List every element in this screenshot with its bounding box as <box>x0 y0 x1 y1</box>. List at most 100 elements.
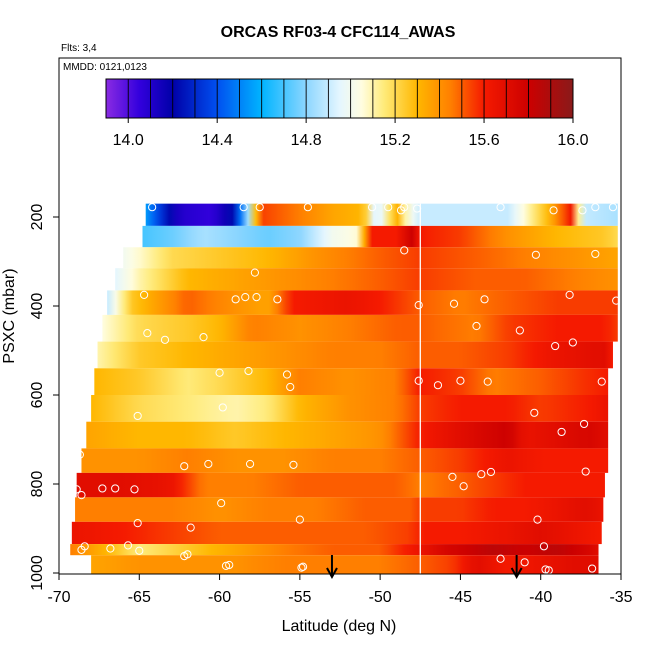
sample-point <box>480 295 489 304</box>
sample-point <box>297 563 306 572</box>
colorbar-tick-label: 14.8 <box>291 132 322 149</box>
sample-point <box>568 338 577 347</box>
colorbar-tick-label: 15.2 <box>380 132 411 149</box>
sample-point <box>133 411 142 421</box>
x-tick-label: -40 <box>529 589 552 606</box>
heatmap-layer <box>102 314 618 342</box>
sample-point <box>414 376 423 385</box>
colorbar-tick-label: 14.0 <box>113 132 144 149</box>
sample-point <box>531 250 540 259</box>
sample-point <box>252 293 261 302</box>
sample-point <box>551 341 560 351</box>
sample-point <box>282 370 292 379</box>
sample-point <box>303 203 312 212</box>
x-tick-label: -60 <box>208 589 231 606</box>
sample-point <box>581 467 590 476</box>
down-arrow-icon <box>326 555 338 580</box>
sample-point <box>123 541 133 550</box>
sample-point <box>612 296 621 305</box>
sample-point <box>530 408 539 417</box>
sample-point <box>244 366 253 376</box>
sample-point <box>72 485 81 494</box>
heatmap-layer <box>81 448 609 473</box>
sample-point <box>250 268 259 277</box>
y-axis-label: PSXC (mbar) <box>1 268 18 363</box>
chart-title: ORCAS RF03-4 CFC114_AWAS <box>221 24 456 41</box>
sample-point <box>449 299 459 308</box>
x-tick-label: -70 <box>47 589 70 606</box>
sample-point <box>515 326 524 335</box>
sample-point <box>135 546 144 555</box>
y-tick-label: 800 <box>29 471 46 498</box>
heatmap-layer <box>91 395 609 422</box>
sample-point <box>483 377 492 386</box>
colorbar-ticks: 14.0 14.4 14.8 15.2 15.6 16.0 <box>113 118 589 149</box>
sample-point <box>160 335 170 344</box>
down-arrow-icon <box>510 555 523 580</box>
sample-point <box>75 450 84 459</box>
heatmap-layer <box>76 472 605 498</box>
sample-point <box>241 293 250 302</box>
sample-point <box>217 499 226 508</box>
sample-point <box>225 560 234 570</box>
sample-point <box>199 333 208 342</box>
sample-point <box>591 203 600 212</box>
sample-point <box>148 203 157 212</box>
heatmap-layer <box>91 555 599 574</box>
sample-point <box>578 206 587 215</box>
sample-point <box>204 459 213 469</box>
sample-point <box>412 204 422 213</box>
colorbar-tick-label: 15.6 <box>468 132 499 149</box>
heatmap-layer <box>123 247 618 269</box>
colorbar-tick-label: 14.4 <box>202 132 233 149</box>
y-tick-label: 200 <box>29 204 46 231</box>
heatmap-layer <box>86 421 609 449</box>
heatmap-layer <box>115 268 618 291</box>
sample-point <box>255 203 264 212</box>
x-tick-label: -45 <box>449 589 472 606</box>
arrow-markers <box>326 555 523 580</box>
sample-point <box>143 329 152 338</box>
dates-annotation: MMDD: 0121,0123 <box>63 62 147 73</box>
sample-point <box>486 467 496 477</box>
sample-point <box>384 203 393 212</box>
sample-point <box>496 203 505 212</box>
x-tick-label: -65 <box>128 589 151 606</box>
heatmap-layer <box>75 497 604 522</box>
sample-point <box>400 203 409 212</box>
y-tick-label: 400 <box>29 293 46 320</box>
sample-point <box>106 544 115 553</box>
sample-point <box>218 403 227 412</box>
sample-point <box>289 460 298 469</box>
sample-point <box>98 484 107 493</box>
sample-point <box>239 203 248 212</box>
sample-point <box>180 462 189 471</box>
sample-point <box>520 558 529 567</box>
sample-point <box>245 459 255 469</box>
x-axis: -70 -65 -60 -55 -50 -45 -40 -35 <box>47 574 633 606</box>
sample-point <box>591 249 600 259</box>
sample-point <box>539 542 549 551</box>
heatmap-layer <box>97 341 613 369</box>
heatmap-layer <box>70 544 599 556</box>
sample-point <box>565 290 574 299</box>
sample-point <box>130 485 139 494</box>
sample-markers <box>72 203 621 574</box>
sample-point <box>587 564 597 573</box>
sample-point <box>133 519 142 528</box>
sample-point <box>448 472 457 481</box>
sample-point <box>183 550 192 559</box>
plot-frame <box>58 57 622 575</box>
sample-point <box>579 419 589 429</box>
sample-point <box>221 561 231 570</box>
heatmap-layer <box>94 368 609 395</box>
sample-point <box>414 301 423 310</box>
sample-point <box>368 203 377 212</box>
sample-point <box>186 523 195 532</box>
x-tick-label: -55 <box>288 589 311 606</box>
sample-point <box>433 381 443 390</box>
sample-point <box>295 515 304 524</box>
sample-point <box>533 515 542 524</box>
y-tick-label: 600 <box>29 382 46 409</box>
